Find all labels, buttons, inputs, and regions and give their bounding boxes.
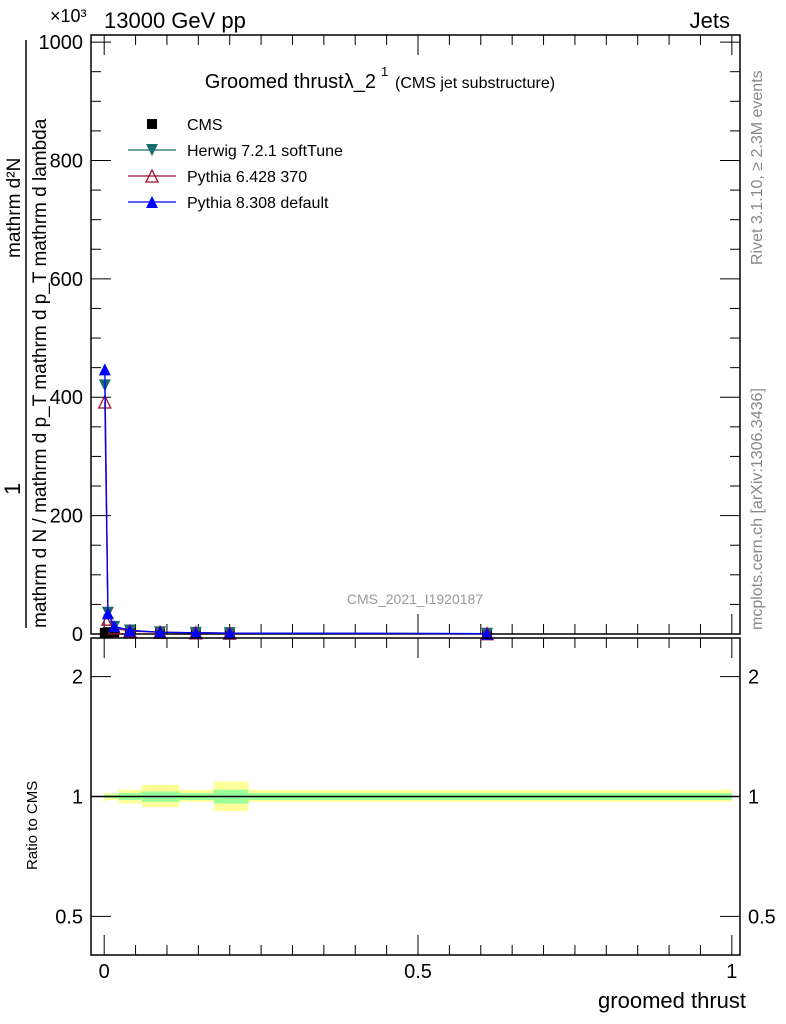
ratio-y-tick-label: 1 [72,787,83,809]
plot-title-sup: 1 [381,64,388,79]
data-point [102,627,113,638]
data-point [98,363,111,376]
ratio-y-tick-label-right: 0.5 [748,906,776,928]
y-exponent: ×10³ [50,6,87,26]
y-label-den: mathrm d N / mathrm d p_T mathrm d p_T m… [30,118,51,628]
x-tick-label: 1 [726,961,737,983]
analysis-watermark: CMS_2021_I1920187 [347,591,483,607]
ratio-y-tick-label: 2 [72,667,83,689]
y-label-num: mathrm d²N [4,158,25,258]
header-left: 13000 GeV pp [104,8,246,33]
legend-label: CMS [187,117,223,134]
ratio-y-tick-label-right: 2 [748,667,759,689]
legend-marker [146,144,158,156]
y-tick-label: 400 [50,387,83,409]
header-right: Jets [690,8,730,33]
ratio-y-tick-label: 0.5 [55,906,83,928]
data-point [101,607,114,620]
data-point [154,626,167,639]
y-tick-label: 800 [50,150,83,172]
mcplots-label: mcplots.cern.ch [arXiv:1306.3436] [749,388,766,630]
legend-marker [147,119,157,129]
y-tick-label: 0 [72,624,83,646]
data-point [223,627,236,640]
legend-marker [144,168,160,183]
plot-title: Groomed thrustλ_2 [205,71,376,93]
y-tick-label: 1000 [39,32,84,54]
ratio-y-label: Ratio to CMS [24,781,41,870]
plot-subtitle: (CMS jet substructure) [395,75,555,92]
legend-marker [146,196,158,208]
y-tick-label: 600 [50,269,83,291]
data-point [108,620,121,633]
x-tick-label: 0.5 [404,961,432,983]
data-point [123,624,136,637]
x-axis-label: groomed thrust [598,988,746,1013]
legend-label: Pythia 6.428 370 [187,169,307,186]
y-label-one: 1 [0,483,25,495]
legend-label: Herwig 7.2.1 softTune [187,143,343,160]
legend-label: Pythia 8.308 default [187,195,329,212]
x-tick-label: 0 [99,961,110,983]
y-tick-label: 200 [50,506,83,528]
data-point [189,626,202,639]
rivet-label: Rivet 3.1.10, ≥ 2.3M events [749,70,766,265]
ratio-y-tick-label-right: 1 [748,787,759,809]
data-point [481,627,494,640]
